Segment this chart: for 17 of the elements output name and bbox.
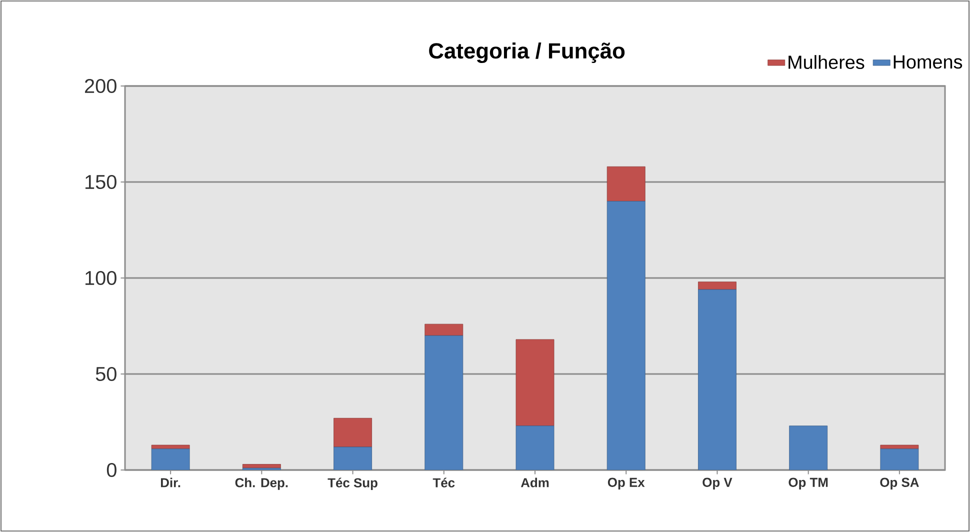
y-tick-label: 50 bbox=[96, 366, 116, 382]
x-tick-label: Adm bbox=[520, 478, 549, 488]
y-tick-label: 150 bbox=[86, 174, 116, 190]
chart-title: Categoria / Função bbox=[429, 42, 625, 64]
x-tick-label: Ch. Dep. bbox=[235, 478, 288, 490]
y-tick-label: 100 bbox=[86, 270, 116, 286]
x-tick-label: Dir. bbox=[160, 478, 180, 488]
y-tick-label: 0 bbox=[106, 462, 116, 478]
x-tick-label: Op Ex bbox=[608, 478, 645, 490]
x-tick-label: Op TM bbox=[788, 478, 828, 490]
legend-label: Homens bbox=[894, 55, 962, 69]
x-tick-label: Téc Sup bbox=[328, 478, 378, 490]
legend-label: Mulheres bbox=[788, 55, 864, 69]
x-tick-label: Op V bbox=[702, 478, 732, 490]
x-tick-label: Op SA bbox=[880, 478, 919, 490]
y-tick-label: 200 bbox=[84, 78, 116, 94]
x-tick-label: Téc bbox=[432, 478, 455, 488]
